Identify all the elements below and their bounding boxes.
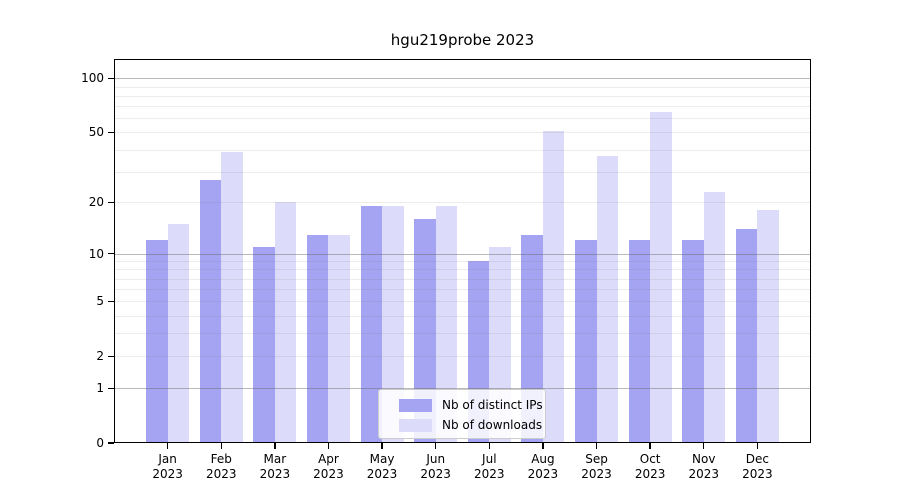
y-tick-10 — [108, 252, 114, 255]
bar-downloads-dec — [757, 210, 779, 443]
x-tick-jan — [166, 443, 169, 449]
x-tick-label-aug: Aug 2023 — [527, 452, 559, 481]
x-tick-label-jun: Jun 2023 — [420, 452, 451, 481]
x-tick-aug — [542, 443, 544, 449]
gridline-8 — [114, 269, 811, 271]
gridline-6 — [114, 289, 811, 291]
y-tick-label-20: 20 — [88, 195, 104, 210]
bar-downloads-mar — [274, 202, 297, 443]
x-tick-label-apr: Apr 2023 — [313, 452, 344, 481]
y-tick-2 — [108, 355, 114, 357]
bar-ips-mar — [253, 246, 275, 443]
gridline-30 — [114, 171, 811, 173]
gridline-1 — [114, 388, 811, 390]
bar-ips-feb — [199, 179, 222, 443]
bar-ips-nov — [682, 240, 704, 443]
downloads-swatch — [399, 418, 432, 432]
y-tick-label-1: 1 — [96, 381, 104, 396]
legend-label-distinct-ips: Nb of distinct IPs — [442, 398, 543, 412]
x-tick-jul — [488, 443, 490, 449]
x-tick-label-mar: Mar 2023 — [259, 452, 291, 481]
bar-downloads-aug — [542, 130, 565, 443]
bar-downloads-feb — [221, 151, 243, 443]
x-tick-label-may: May 2023 — [366, 452, 398, 481]
x-tick-label-oct: Oct 2023 — [634, 452, 666, 481]
x-tick-feb — [220, 443, 222, 449]
gridline-10 — [114, 253, 811, 255]
gridline-80 — [114, 95, 811, 97]
distinct-ips-swatch — [399, 398, 432, 412]
chart-title: hgu219probe 2023 — [390, 31, 535, 49]
legend-row-downloads: Nb of downloads — [399, 415, 545, 435]
x-tick-oct — [649, 443, 651, 449]
gridline-60 — [114, 118, 811, 120]
gridline-2 — [114, 356, 811, 358]
gridline-20 — [114, 202, 811, 204]
y-tick-label-0: 0 — [96, 436, 104, 450]
x-tick-sep — [595, 443, 598, 449]
x-tick-mar — [274, 443, 276, 449]
gridline-70 — [114, 106, 811, 108]
legend-label-downloads: Nb of downloads — [442, 418, 543, 432]
gridline-4 — [114, 315, 811, 317]
gridline-90 — [114, 86, 811, 88]
y-tick-label-100: 100 — [81, 71, 104, 86]
x-tick-label-jan: Jan 2023 — [152, 452, 183, 481]
x-tick-label-sep: Sep 2023 — [581, 452, 612, 481]
gridline-40 — [114, 149, 811, 151]
y-tick-label-50: 50 — [88, 125, 104, 140]
bar-ips-apr — [306, 234, 329, 443]
x-tick-label-jul: Jul 2023 — [474, 452, 505, 481]
bar-ips-jun — [414, 219, 436, 443]
y-tick-50 — [108, 131, 114, 134]
gridline-9 — [114, 261, 811, 263]
bar-downloads-oct — [650, 112, 672, 443]
x-tick-label-dec: Dec 2023 — [742, 452, 773, 481]
gridline-5 — [114, 301, 811, 303]
y-tick-label-10: 10 — [88, 246, 104, 261]
bar-ips-oct — [628, 240, 651, 443]
x-tick-apr — [327, 443, 330, 449]
y-tick-5 — [108, 300, 114, 303]
x-tick-label-nov: Nov 2023 — [688, 452, 720, 481]
bar-downloads-may — [382, 206, 404, 443]
gridline-3 — [114, 333, 811, 335]
y-tick-20 — [108, 201, 114, 204]
gridline-100 — [114, 78, 811, 80]
bar-ips-may — [360, 206, 383, 443]
gridline-7 — [114, 278, 811, 280]
bar-ips-sep — [575, 240, 597, 443]
x-tick-dec — [756, 443, 759, 449]
y-tick-100 — [108, 77, 114, 80]
gridline-50 — [114, 132, 811, 134]
y-tick-0 — [108, 442, 114, 444]
bar-downloads-apr — [328, 234, 350, 443]
x-tick-nov — [703, 443, 705, 449]
bar-downloads-jan — [167, 223, 190, 443]
y-tick-label-2: 2 — [96, 349, 104, 364]
x-tick-may — [381, 443, 383, 449]
legend: Nb of distinct IPs Nb of downloads — [378, 389, 546, 439]
x-tick-label-feb: Feb 2023 — [205, 452, 237, 481]
bar-downloads-sep — [596, 155, 619, 443]
legend-row-distinct-ips: Nb of distinct IPs — [399, 395, 545, 415]
bar-ips-jan — [146, 240, 168, 443]
bar-ips-dec — [735, 229, 758, 443]
bar-downloads-nov — [703, 191, 726, 443]
x-tick-jun — [434, 443, 437, 449]
bar-downloads-jun — [435, 206, 458, 443]
y-tick-label-5: 5 — [96, 294, 104, 309]
y-tick-1 — [108, 387, 114, 389]
